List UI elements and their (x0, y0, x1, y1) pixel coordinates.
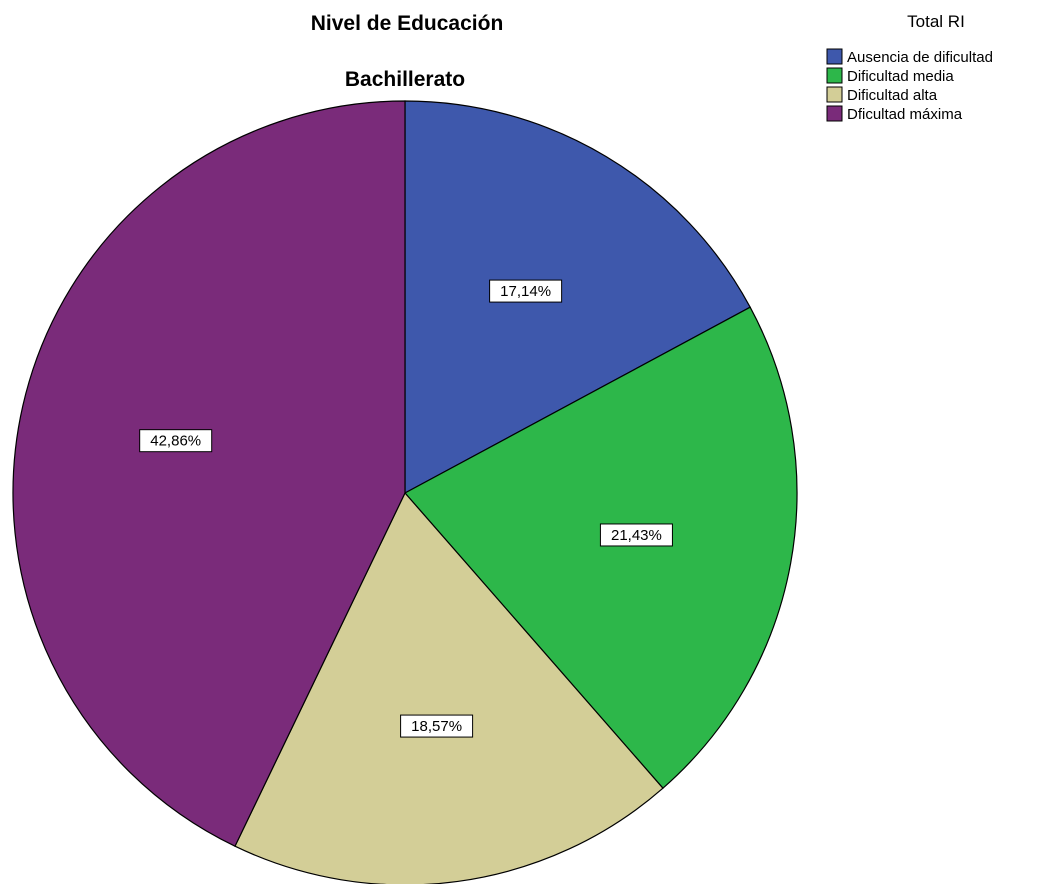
legend-label: Dificultad alta (847, 87, 938, 104)
legend-swatch (826, 67, 843, 84)
legend-label: Dificultad media (847, 68, 954, 85)
legend-item-ausencia-de-dificultad: Ausencia de dificultad (826, 48, 993, 66)
svg-text:17,14%: 17,14% (500, 283, 551, 300)
pie-slices (12, 100, 798, 886)
pie-data-labels: 17,14% 21,43% 18,57% 42,86% (139, 279, 673, 738)
pie-slice-dficultad-maxima (12, 100, 406, 848)
data-label-ausencia-de-dificultad: 17,14% (489, 279, 563, 303)
data-label-dficultad-maxima: 42,86% (139, 429, 213, 453)
pie-slice-ausencia-de-dificultad (404, 100, 751, 495)
svg-text:21,43%: 21,43% (611, 527, 662, 544)
legend-swatch (826, 105, 843, 122)
legend-label: Dficultad máxima (847, 106, 963, 123)
legend-swatch (826, 86, 843, 103)
legend-title: Total RI (907, 12, 965, 31)
legend-swatch (826, 48, 843, 65)
legend-item-dificultad-alta: Dificultad alta (826, 86, 938, 104)
chart-subtitle: Bachillerato (345, 68, 465, 91)
legend: Total RI Ausencia de dificultad Dificulta… (826, 12, 993, 123)
pie-slice-dificultad-media (404, 306, 798, 790)
data-label-dificultad-media: 21,43% (599, 523, 673, 547)
svg-text:42,86%: 42,86% (150, 433, 201, 450)
chart-title: Nivel de Educación (311, 12, 504, 35)
pie-slice-dificultad-alta (234, 491, 664, 886)
legend-label: Ausencia de dificultad (847, 49, 993, 66)
svg-text:18,57%: 18,57% (411, 718, 462, 735)
legend-item-dficultad-maxima: Dficultad máxima (826, 105, 963, 123)
data-label-dificultad-alta: 18,57% (400, 714, 474, 738)
legend-item-dificultad-media: Dificultad media (826, 67, 954, 85)
